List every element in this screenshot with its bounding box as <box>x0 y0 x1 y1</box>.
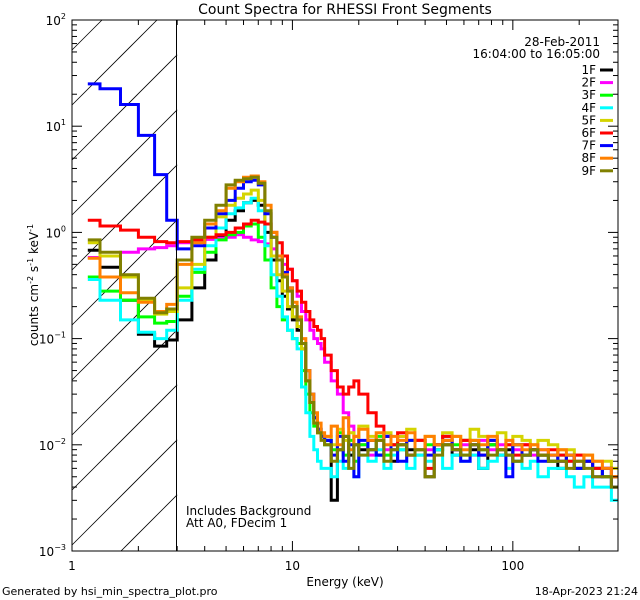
legend-label: 3F <box>581 88 596 102</box>
x-tick-label: 1 <box>68 559 76 573</box>
hatch-line <box>71 19 103 51</box>
y-tick-label: 100 <box>46 224 66 240</box>
legend-item-7F: 7F <box>581 139 613 153</box>
hatch-line <box>71 219 178 326</box>
legend-label: 2F <box>581 76 596 90</box>
axis-ticks <box>71 20 619 552</box>
legend-time-range: 16:04:00 to 16:05:00 <box>473 47 600 61</box>
annotation-attenuator: Att A0, FDecim 1 <box>186 516 287 530</box>
legend-date: 28-Feb-2011 <box>524 35 600 49</box>
footer-timestamp: 18-Apr-2023 21:24 <box>535 585 638 598</box>
x-tick-label: 10 <box>285 559 300 573</box>
legend-item-8F: 8F <box>581 151 613 165</box>
legend-label: 1F <box>581 63 596 77</box>
legend-item-4F: 4F <box>581 101 613 115</box>
y-tick-label: 10−2 <box>39 437 66 453</box>
y-tick-label: 101 <box>46 118 66 134</box>
legend-item-5F: 5F <box>581 113 613 127</box>
legend-label: 6F <box>581 126 596 140</box>
series-group <box>87 82 618 502</box>
hatch-line <box>71 54 178 161</box>
hatch-line <box>71 164 178 271</box>
series-line-8F <box>87 174 618 479</box>
legend-item-2F: 2F <box>581 76 613 90</box>
series-line-9F <box>87 175 618 489</box>
legend-item-1F: 1F <box>581 63 613 77</box>
y-tick-label: 10−3 <box>39 543 66 559</box>
legend-label: 7F <box>581 139 596 153</box>
hatch-line <box>71 439 178 546</box>
y-axis-label: counts cm-2 s-1 keV-1 <box>26 224 41 346</box>
hatch-line <box>120 494 178 552</box>
axis-tick-labels: 1 10 100 102 101 100 10−1 10−2 10−3 <box>39 12 524 573</box>
hatch-line <box>71 274 178 381</box>
legend-label: 5F <box>581 113 596 127</box>
footer-generated-by: Generated by hsi_min_spectra_plot.pro <box>2 585 218 598</box>
legend-item-3F: 3F <box>581 88 613 102</box>
annotation-background: Includes Background <box>186 504 311 518</box>
legend-label: 8F <box>581 151 596 165</box>
legend-item-9F: 9F <box>581 164 613 178</box>
y-tick-label: 10−1 <box>39 331 66 347</box>
series-line-2F <box>87 233 618 479</box>
plot-frame <box>71 19 619 552</box>
legend-label: 9F <box>581 164 596 178</box>
chart-title: Count Spectra for RHESSI Front Segments <box>198 2 492 18</box>
legend: 28-Feb-2011 16:04:00 to 16:05:00 1F2F3F4… <box>473 35 613 178</box>
x-axis-label: Energy (keV) <box>306 575 383 589</box>
hatch-line <box>71 109 178 216</box>
legend-item-6F: 6F <box>581 126 613 140</box>
x-tick-label: 100 <box>501 559 524 573</box>
y-tick-label: 102 <box>46 12 66 28</box>
hatch-line <box>71 19 158 106</box>
legend-label: 4F <box>581 101 596 115</box>
hatch-line <box>71 384 178 491</box>
hatched-excluded-region <box>71 19 178 552</box>
